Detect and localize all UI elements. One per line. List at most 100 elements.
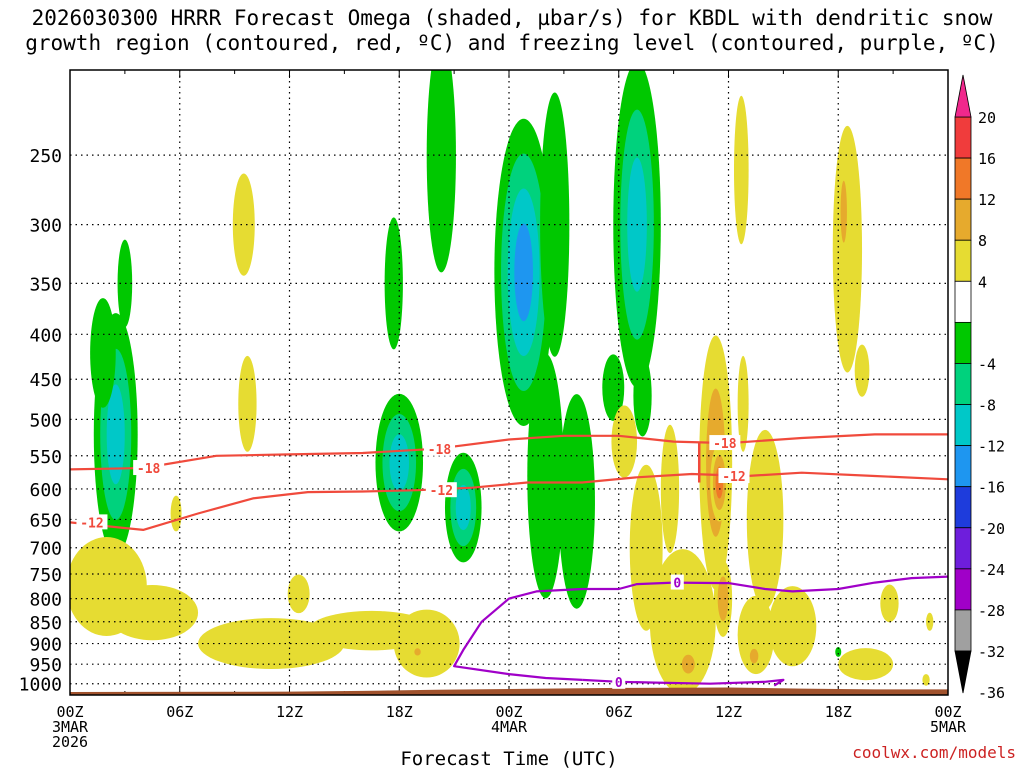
colorbar-band [954, 239, 972, 282]
omega-band [602, 354, 625, 421]
chart-title-line2: growth region (contoured, red, ºC) and f… [25, 31, 999, 55]
contour-label-bg [76, 514, 108, 530]
omega-band [90, 298, 116, 408]
colorbar-band [954, 321, 972, 364]
y-axis: 2503003504004505005506006507007508008509… [19, 146, 62, 696]
colorbar-top-arrow [954, 74, 972, 118]
contour-label: -18 [428, 443, 452, 458]
x-tick-label: 00Z [56, 703, 83, 721]
y-tick-label: 300 [29, 216, 62, 237]
omega-cell [713, 560, 733, 637]
y-tick-label: 1000 [19, 675, 62, 696]
x-tick-label: 18Z [386, 703, 413, 721]
contour-label-bg [709, 435, 741, 451]
chart-title: 2026030300 HRRR Forecast Omega (shaded, … [0, 6, 1024, 56]
omega-cell [558, 394, 595, 609]
omega-cell [426, 70, 456, 273]
omega-cell [444, 452, 482, 563]
y-tick-label: 450 [29, 370, 62, 391]
contour-label: -18 [137, 462, 161, 477]
y-tick-label: 950 [29, 655, 62, 676]
colorbar-label: -20 [978, 520, 1005, 538]
contour-label: -12 [722, 470, 745, 485]
contour-label-bg [612, 673, 626, 689]
x-tick-label: 2026 [52, 733, 88, 751]
colorbar-label: 4 [978, 273, 987, 291]
omega-cell [117, 239, 133, 328]
omega-band [737, 355, 749, 452]
colorbar-label: 16 [978, 150, 996, 168]
omega-cell [602, 354, 625, 421]
omega-band [733, 95, 749, 245]
colorbar-band [954, 198, 972, 241]
omega-band [768, 586, 817, 667]
x-tick-label: 12Z [276, 703, 303, 721]
y-tick-label: 550 [29, 447, 62, 468]
omega-cell [198, 618, 345, 670]
omega-band [854, 344, 870, 397]
colorbar-band [954, 445, 972, 488]
contour-label-bg [133, 460, 165, 476]
omega-cell [170, 495, 182, 532]
colorbar-label: -12 [978, 438, 1005, 456]
colorbar-band [954, 157, 972, 200]
colorbar-band [954, 568, 972, 611]
omega-cell [737, 355, 749, 452]
omega-band [514, 223, 533, 322]
omega-cell [90, 298, 116, 408]
omega-band [414, 648, 421, 656]
dgz-contour [70, 433, 948, 471]
omega-band [106, 384, 125, 485]
contour-label: 0 [615, 676, 623, 691]
colorbar: 20 16 12 8 4 -4 -8 -12 -16 -20 -24 -28 -32 -36 [954, 74, 1005, 702]
omega-band [633, 355, 652, 437]
omega-band [749, 648, 759, 664]
omega-band [117, 239, 133, 328]
omega-band [737, 595, 775, 675]
x-tick-label: 06Z [166, 703, 193, 721]
grid-lines [69, 70, 949, 695]
omega-cell [106, 585, 199, 641]
omega-band [238, 355, 257, 452]
freezing-level-contour [453, 575, 948, 681]
contour-label-bg [423, 440, 455, 456]
colorbar-label: -8 [978, 397, 996, 415]
y-tick-label: 900 [29, 635, 62, 656]
credit-text: coolwx.com/models [852, 743, 1016, 762]
x-axis-label: Forecast Time (UTC) [400, 748, 617, 768]
omega-cell [611, 405, 638, 478]
y-tick-label: 800 [29, 590, 62, 611]
colorbar-label: 8 [978, 232, 987, 250]
colorbar-label: 12 [978, 191, 996, 209]
omega-cell [494, 118, 553, 426]
omega-band [198, 618, 345, 670]
omega-band [922, 674, 930, 686]
colorbar-bottom-arrow [954, 650, 972, 694]
omega-band [384, 217, 403, 350]
omega-cell [649, 549, 716, 695]
x-tick-label: 5MAR [930, 718, 967, 736]
omega-band [389, 434, 410, 491]
omega-band [717, 576, 729, 621]
y-tick-label: 650 [29, 510, 62, 531]
omega-cell [677, 648, 700, 681]
y-tick-label: 700 [29, 539, 62, 560]
colorbar-band [954, 116, 972, 159]
omega-cell [527, 353, 564, 599]
omega-cell [232, 173, 255, 276]
omega-band [558, 394, 595, 609]
omega-cell [926, 612, 934, 631]
x-tick-label: 4MAR [491, 718, 528, 736]
omega-cell [737, 595, 775, 675]
colorbar-band [954, 527, 972, 570]
x-tick-label: 00Z [495, 703, 522, 721]
x-tick-label: 12Z [715, 703, 742, 721]
contour-label-bg [670, 574, 684, 590]
omega-band [838, 648, 894, 681]
omega-band [455, 484, 471, 531]
colorbar-band [954, 486, 972, 529]
omega-cell [838, 648, 894, 681]
omega-band [649, 549, 716, 695]
omega-cell [835, 646, 842, 657]
y-tick-label: 350 [29, 274, 62, 295]
